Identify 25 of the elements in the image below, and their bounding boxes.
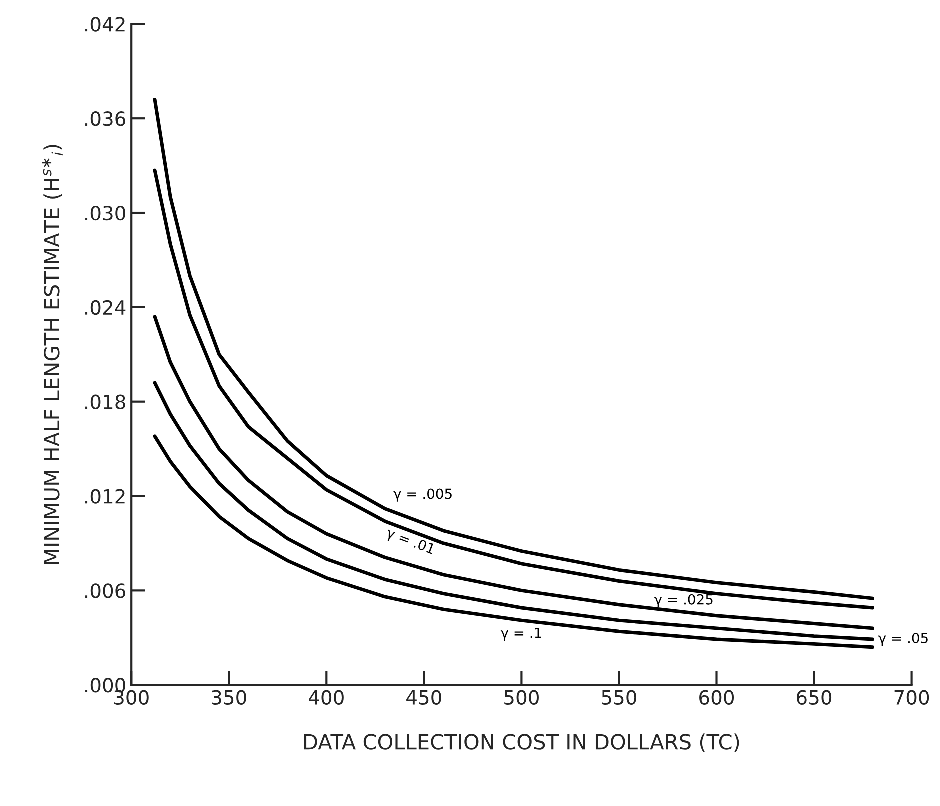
x-tick-label: 650: [797, 690, 832, 706]
y-tick-label: .006: [86, 584, 126, 598]
series-label: γ = .05: [878, 632, 928, 646]
y-tick-label: .042: [86, 17, 125, 32]
line-series: [153, 434, 875, 650]
x-tick-label: 550: [602, 690, 636, 706]
x-tick-label: 400: [309, 690, 344, 706]
y-tick-label: .018: [86, 394, 126, 410]
y-tick-label: .024: [86, 300, 126, 316]
x-axis-title: DATA COLLECTION COST IN DOLLARS (TC): [304, 734, 740, 752]
series-label: γ = .025: [654, 594, 713, 608]
y-tick-label: .012: [86, 489, 125, 504]
x-tick-label: 350: [212, 690, 246, 706]
line-series: [153, 168, 875, 610]
y-tick-label: .030: [86, 206, 126, 221]
series-label: γ = .005: [394, 488, 452, 502]
x-tick-label: 600: [700, 690, 734, 706]
text: γ = .01: [384, 527, 436, 558]
y-tick-label: .036: [86, 112, 126, 126]
x-tick-label: 500: [504, 690, 539, 706]
y-axis-title: MINIMUM HALF LENGTH ESTIMATE (H$^{s∗}$$_{i}$): [42, 145, 63, 564]
x-tick-label: 450: [406, 690, 442, 706]
line-series: [153, 381, 875, 642]
x-tick-label: 700: [894, 690, 930, 706]
series-label: γ = .1: [500, 628, 542, 641]
